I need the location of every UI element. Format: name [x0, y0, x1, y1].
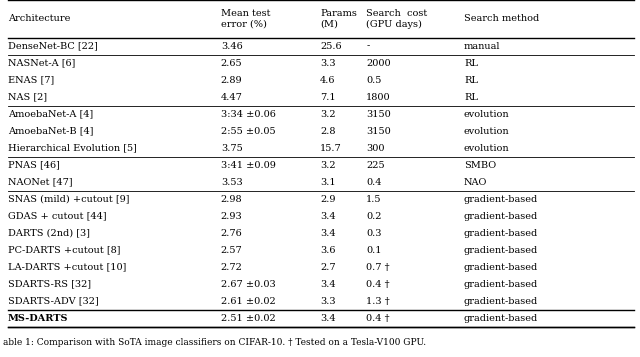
Text: NAONet [47]: NAONet [47] — [8, 178, 72, 187]
Text: DARTS (2nd) [3]: DARTS (2nd) [3] — [8, 228, 90, 238]
Text: 2:55 ±0.05: 2:55 ±0.05 — [221, 127, 275, 136]
Text: 2000: 2000 — [366, 59, 390, 67]
Text: 3:41 ±0.09: 3:41 ±0.09 — [221, 161, 276, 170]
Text: 2.57: 2.57 — [221, 246, 243, 255]
Text: gradient-based: gradient-based — [464, 246, 538, 255]
Text: AmoebaNet-A [4]: AmoebaNet-A [4] — [8, 110, 93, 119]
Text: 300: 300 — [366, 144, 385, 152]
Text: 225: 225 — [366, 161, 385, 170]
Text: 3.3: 3.3 — [320, 59, 335, 67]
Text: 15.7: 15.7 — [320, 144, 342, 152]
Text: GDAS + cutout [44]: GDAS + cutout [44] — [8, 212, 106, 221]
Text: 4.47: 4.47 — [221, 92, 243, 102]
Text: 2.8: 2.8 — [320, 127, 335, 136]
Text: 3.75: 3.75 — [221, 144, 243, 152]
Text: SNAS (mild) +cutout [9]: SNAS (mild) +cutout [9] — [8, 195, 129, 203]
Text: Architecture: Architecture — [8, 14, 70, 23]
Text: SDARTS-RS [32]: SDARTS-RS [32] — [8, 280, 91, 289]
Text: 1800: 1800 — [366, 92, 390, 102]
Text: RL: RL — [464, 92, 478, 102]
Text: 2.67 ±0.03: 2.67 ±0.03 — [221, 280, 276, 289]
Text: 2.76: 2.76 — [221, 228, 243, 238]
Text: PNAS [46]: PNAS [46] — [8, 161, 60, 170]
Text: gradient-based: gradient-based — [464, 280, 538, 289]
Text: 3.46: 3.46 — [221, 41, 243, 51]
Text: MS-DARTS: MS-DARTS — [8, 314, 68, 323]
Text: 0.2: 0.2 — [366, 212, 381, 221]
Text: 3.53: 3.53 — [221, 178, 243, 187]
Text: 7.1: 7.1 — [320, 92, 335, 102]
Text: evolution: evolution — [464, 144, 509, 152]
Text: gradient-based: gradient-based — [464, 263, 538, 272]
Text: SDARTS-ADV [32]: SDARTS-ADV [32] — [8, 297, 99, 306]
Text: 2.7: 2.7 — [320, 263, 335, 272]
Text: gradient-based: gradient-based — [464, 212, 538, 221]
Text: PC-DARTS +cutout [8]: PC-DARTS +cutout [8] — [8, 246, 120, 255]
Text: able 1: Comparison with SoTA image classifiers on CIFAR-10. † Tested on a Tesla-: able 1: Comparison with SoTA image class… — [3, 338, 426, 347]
Text: ENAS [7]: ENAS [7] — [8, 76, 54, 85]
Text: 3.2: 3.2 — [320, 161, 335, 170]
Text: LA-DARTS +cutout [10]: LA-DARTS +cutout [10] — [8, 263, 126, 272]
Text: 2.65: 2.65 — [221, 59, 243, 67]
Text: 0.3: 0.3 — [366, 228, 381, 238]
Text: 3.4: 3.4 — [320, 280, 335, 289]
Text: 2.89: 2.89 — [221, 76, 243, 85]
Text: 1.3 †: 1.3 † — [366, 297, 390, 306]
Text: 3.4: 3.4 — [320, 212, 335, 221]
Text: NAS [2]: NAS [2] — [8, 92, 47, 102]
Text: RL: RL — [464, 59, 478, 67]
Text: RL: RL — [464, 76, 478, 85]
Text: 3150: 3150 — [366, 110, 391, 119]
Text: Mean test
error (%): Mean test error (%) — [221, 9, 270, 29]
Text: DenseNet-BC [22]: DenseNet-BC [22] — [8, 41, 97, 51]
Text: 0.4 †: 0.4 † — [366, 280, 390, 289]
Text: Params
(M): Params (M) — [320, 9, 357, 29]
Text: 2.61 ±0.02: 2.61 ±0.02 — [221, 297, 276, 306]
Text: evolution: evolution — [464, 127, 509, 136]
Text: gradient-based: gradient-based — [464, 195, 538, 203]
Text: 3.4: 3.4 — [320, 314, 335, 323]
Text: 2.51 ±0.02: 2.51 ±0.02 — [221, 314, 276, 323]
Text: 2.93: 2.93 — [221, 212, 243, 221]
Text: Search  cost
(GPU days): Search cost (GPU days) — [366, 9, 428, 29]
Text: NAO: NAO — [464, 178, 488, 187]
Text: gradient-based: gradient-based — [464, 297, 538, 306]
Text: 3.2: 3.2 — [320, 110, 335, 119]
Text: 2.9: 2.9 — [320, 195, 335, 203]
Text: 4.6: 4.6 — [320, 76, 335, 85]
Text: -: - — [366, 41, 369, 51]
Text: 2.98: 2.98 — [221, 195, 243, 203]
Text: Hierarchical Evolution [5]: Hierarchical Evolution [5] — [8, 144, 136, 152]
Text: AmoebaNet-B [4]: AmoebaNet-B [4] — [8, 127, 93, 136]
Text: 3150: 3150 — [366, 127, 391, 136]
Text: NASNet-A [6]: NASNet-A [6] — [8, 59, 75, 67]
Text: 0.4: 0.4 — [366, 178, 381, 187]
Text: 3.3: 3.3 — [320, 297, 335, 306]
Text: 0.4 †: 0.4 † — [366, 314, 390, 323]
Text: 3.6: 3.6 — [320, 246, 335, 255]
Text: 25.6: 25.6 — [320, 41, 342, 51]
Text: 3.4: 3.4 — [320, 228, 335, 238]
Text: manual: manual — [464, 41, 500, 51]
Text: evolution: evolution — [464, 110, 509, 119]
Text: gradient-based: gradient-based — [464, 314, 538, 323]
Text: 1.5: 1.5 — [366, 195, 381, 203]
Text: SMBO: SMBO — [464, 161, 496, 170]
Text: 0.1: 0.1 — [366, 246, 381, 255]
Text: 0.5: 0.5 — [366, 76, 381, 85]
Text: 2.72: 2.72 — [221, 263, 243, 272]
Text: 3.1: 3.1 — [320, 178, 335, 187]
Text: Search method: Search method — [464, 14, 540, 23]
Text: 3:34 ±0.06: 3:34 ±0.06 — [221, 110, 276, 119]
Text: gradient-based: gradient-based — [464, 228, 538, 238]
Text: 0.7 †: 0.7 † — [366, 263, 390, 272]
